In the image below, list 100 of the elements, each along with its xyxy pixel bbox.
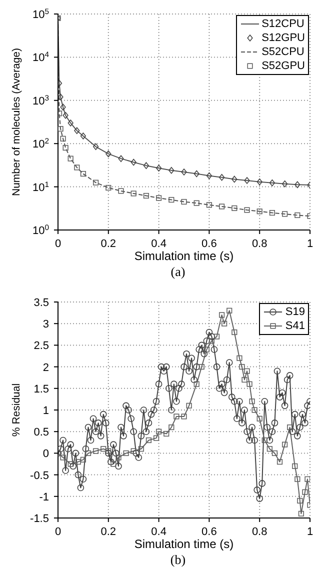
point — [266, 446, 272, 452]
y-tick-label: 2 — [42, 362, 49, 374]
point — [174, 414, 180, 420]
point — [138, 446, 144, 452]
legend-label: S52GPU — [262, 60, 305, 72]
point — [292, 463, 298, 469]
y-tick-label: 10$^{4}$ — [32, 50, 50, 64]
point — [186, 402, 192, 408]
point — [58, 110, 62, 116]
point — [110, 461, 116, 467]
legend-label: S12GPU — [262, 32, 305, 44]
point — [269, 210, 275, 216]
point — [194, 200, 200, 206]
point — [80, 456, 86, 462]
point — [130, 158, 136, 166]
point — [93, 448, 99, 454]
point — [60, 454, 66, 460]
point — [232, 329, 238, 336]
y-tick-label: 10$^{2}$ — [32, 136, 49, 151]
point — [282, 211, 288, 217]
point — [130, 190, 136, 196]
point — [143, 192, 149, 199]
x-tick-label: 1 — [306, 238, 314, 250]
point — [294, 181, 300, 188]
point — [153, 435, 160, 441]
y-axis-title: Number of molecules (Average) — [10, 48, 23, 196]
point — [93, 180, 99, 186]
point — [244, 177, 250, 184]
text: (b) — [169, 552, 187, 568]
point — [244, 207, 250, 213]
point — [68, 120, 74, 126]
point — [236, 355, 242, 361]
point — [58, 94, 64, 100]
point — [276, 459, 283, 465]
point — [106, 448, 112, 454]
point — [204, 346, 210, 352]
x-tick-label: 0.2 — [100, 238, 116, 250]
point — [74, 127, 80, 134]
point — [206, 172, 212, 180]
x-tick-label: 0.6 — [202, 238, 217, 250]
x-tick-label: 0.8 — [252, 526, 268, 538]
y-axis-title: % Residual — [10, 383, 23, 437]
y-tick-label: 10$^{0}$ — [32, 222, 49, 237]
point — [294, 476, 300, 482]
x-axis-title: Simulation time (s) — [134, 249, 234, 263]
point — [68, 156, 74, 162]
point — [294, 212, 300, 218]
point — [239, 364, 245, 370]
point — [62, 144, 68, 151]
point — [62, 112, 68, 119]
point — [302, 489, 308, 495]
point — [118, 155, 124, 162]
point — [156, 428, 162, 434]
point — [60, 104, 66, 110]
point — [214, 334, 220, 340]
x-axis-title: Simulation time (s) — [134, 537, 234, 551]
point — [168, 166, 174, 174]
point — [123, 450, 129, 456]
legend-label: S41 — [285, 320, 305, 332]
point — [282, 442, 288, 448]
y-tick-label: 10$^{3}$ — [32, 92, 49, 108]
y-tick-label: 10$^{1}$ — [32, 179, 49, 194]
y-tick-label: 0 — [42, 448, 49, 460]
point — [194, 170, 200, 178]
point — [304, 476, 310, 482]
point — [256, 416, 262, 422]
y-tick-label: -0.5 — [30, 470, 49, 482]
point — [269, 180, 275, 186]
point — [256, 208, 262, 214]
point — [68, 461, 74, 467]
point — [244, 368, 250, 374]
point — [222, 320, 228, 326]
point — [116, 454, 122, 460]
point — [219, 312, 225, 318]
y-tick-label: 10$^{5}$ — [32, 6, 49, 21]
y-tick-label: 3 — [42, 318, 49, 331]
point — [206, 202, 212, 208]
y-tick-label: 3.5 — [34, 297, 49, 309]
point — [219, 204, 225, 210]
point — [106, 150, 112, 158]
point — [226, 308, 232, 314]
point — [208, 338, 215, 344]
x-tick-label: 0.8 — [252, 238, 268, 250]
point — [181, 168, 187, 176]
point — [219, 174, 225, 181]
x-tick-label: 0 — [54, 238, 62, 250]
y-tick-label: 0.5 — [34, 426, 49, 439]
legend-label: S52CPU — [262, 46, 304, 58]
point — [198, 364, 204, 370]
point — [60, 136, 66, 142]
point — [75, 459, 81, 465]
point — [146, 437, 152, 444]
point — [58, 126, 64, 132]
point — [246, 381, 252, 387]
legend-label: S19 — [285, 306, 305, 318]
point — [74, 164, 80, 170]
x-tick-label: 0.4 — [151, 526, 166, 538]
point — [297, 498, 303, 504]
point — [252, 407, 258, 413]
point — [242, 376, 248, 383]
